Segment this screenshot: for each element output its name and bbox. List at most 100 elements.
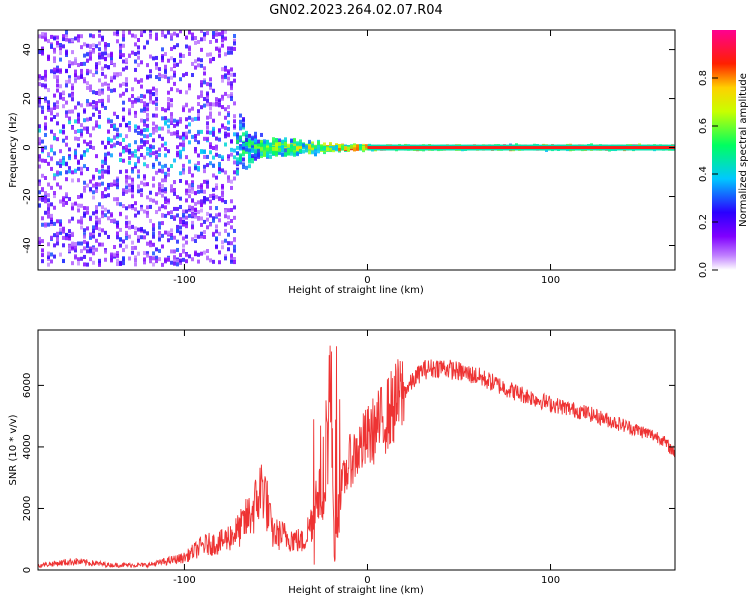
heatmap-cell	[164, 153, 167, 158]
heatmap-cell	[107, 140, 110, 145]
heatmap-cell	[152, 198, 155, 203]
heatmap-cell	[116, 127, 119, 132]
heatmap-cell	[71, 86, 74, 91]
heatmap-cell	[131, 169, 134, 174]
heatmap-cell	[221, 192, 224, 197]
heatmap-cell	[131, 240, 134, 245]
heatmap-cell	[128, 53, 131, 58]
heatmap-cell	[92, 183, 95, 188]
heatmap-cell	[158, 161, 161, 166]
heatmap-cell	[170, 188, 173, 193]
heatmap-cell	[209, 39, 212, 44]
heatmap-cell	[221, 123, 224, 128]
heatmap-cell	[98, 41, 101, 46]
heatmap-cell	[233, 46, 236, 51]
heatmap-cell	[122, 30, 125, 35]
heatmap-cell	[98, 262, 101, 267]
heatmap-cell	[98, 227, 101, 232]
heatmap-cell	[224, 52, 227, 57]
heatmap-cell	[119, 158, 122, 163]
heatmap-cell	[185, 191, 188, 196]
heatmap-cell	[260, 132, 263, 137]
heatmap-cell	[158, 187, 161, 192]
spectrogram-x-label: Height of straight line (km)	[288, 285, 424, 296]
heatmap-cell	[80, 241, 83, 246]
heatmap-cell	[212, 31, 215, 36]
heatmap-cell	[53, 243, 56, 248]
heatmap-cell	[137, 125, 140, 130]
heatmap-cell	[212, 193, 215, 198]
y-tick-label: -40	[22, 237, 33, 253]
heatmap-cell	[356, 146, 359, 151]
heatmap-cell	[38, 196, 41, 201]
heatmap-cell	[131, 181, 134, 186]
heatmap-cell	[107, 216, 110, 221]
heatmap-cell	[77, 257, 80, 262]
heatmap-cell	[170, 35, 173, 40]
heatmap-cell	[131, 188, 134, 193]
heatmap-cell	[68, 109, 71, 114]
heatmap-cell	[179, 89, 182, 94]
heatmap-cell	[140, 139, 143, 144]
heatmap-cell	[167, 124, 170, 129]
heatmap-cell	[173, 235, 176, 240]
heatmap-cell	[107, 98, 110, 103]
heatmap-cell	[194, 214, 197, 219]
heatmap-cell	[176, 228, 179, 233]
heatmap-cell	[80, 103, 83, 108]
heatmap-cell	[71, 202, 74, 207]
heatmap-cell	[176, 247, 179, 252]
heatmap-cell	[236, 132, 239, 137]
heatmap-cell	[278, 138, 281, 143]
heatmap-cell	[182, 73, 185, 78]
heatmap-cell	[38, 34, 41, 39]
heatmap-cell	[203, 97, 206, 102]
heatmap-cell	[119, 169, 122, 174]
heatmap-cell	[92, 228, 95, 233]
heatmap-cell	[44, 125, 47, 130]
heatmap-cell	[140, 108, 143, 113]
heatmap-cell	[167, 97, 170, 102]
heatmap-cell	[197, 209, 200, 214]
heatmap-cell	[227, 120, 230, 125]
heatmap-cell	[158, 257, 161, 262]
heatmap-cell	[140, 226, 143, 231]
heatmap-cell	[164, 108, 167, 113]
heatmap-cell	[146, 89, 149, 94]
heatmap-cell	[74, 79, 77, 84]
heatmap-cell	[86, 244, 89, 249]
heatmap-cell	[179, 171, 182, 176]
heatmap-cell	[227, 221, 230, 226]
heatmap-cell	[152, 151, 155, 156]
heatmap-cell	[95, 167, 98, 172]
heatmap-cell	[152, 164, 155, 169]
heatmap-cell	[137, 147, 140, 152]
heatmap-cell	[149, 153, 152, 158]
heatmap-cell	[158, 77, 161, 82]
heatmap-cell	[233, 148, 236, 153]
heatmap-cell	[173, 123, 176, 128]
heatmap-cell	[44, 74, 47, 79]
heatmap-cell	[116, 73, 119, 78]
heatmap-cell	[218, 231, 221, 236]
heatmap-cell	[155, 101, 158, 106]
heatmap-cell	[65, 113, 68, 118]
heatmap-cell	[239, 145, 242, 150]
heatmap-cell	[56, 75, 59, 80]
heatmap-cell	[254, 135, 257, 140]
heatmap-cell	[296, 141, 299, 146]
heatmap-cell	[59, 185, 62, 190]
heatmap-cell	[209, 77, 212, 82]
heatmap-cell	[107, 86, 110, 91]
heatmap-cell	[287, 151, 290, 156]
heatmap-cell	[116, 140, 119, 145]
heatmap-cell	[290, 151, 293, 156]
heatmap-cell	[65, 135, 68, 140]
heatmap-cell	[245, 142, 248, 147]
heatmap-cell	[167, 118, 170, 123]
heatmap-cell	[125, 236, 128, 241]
heatmap-cell	[125, 123, 128, 128]
heatmap-cell	[122, 91, 125, 96]
heatmap-cell	[47, 262, 50, 267]
heatmap-cell	[86, 85, 89, 90]
